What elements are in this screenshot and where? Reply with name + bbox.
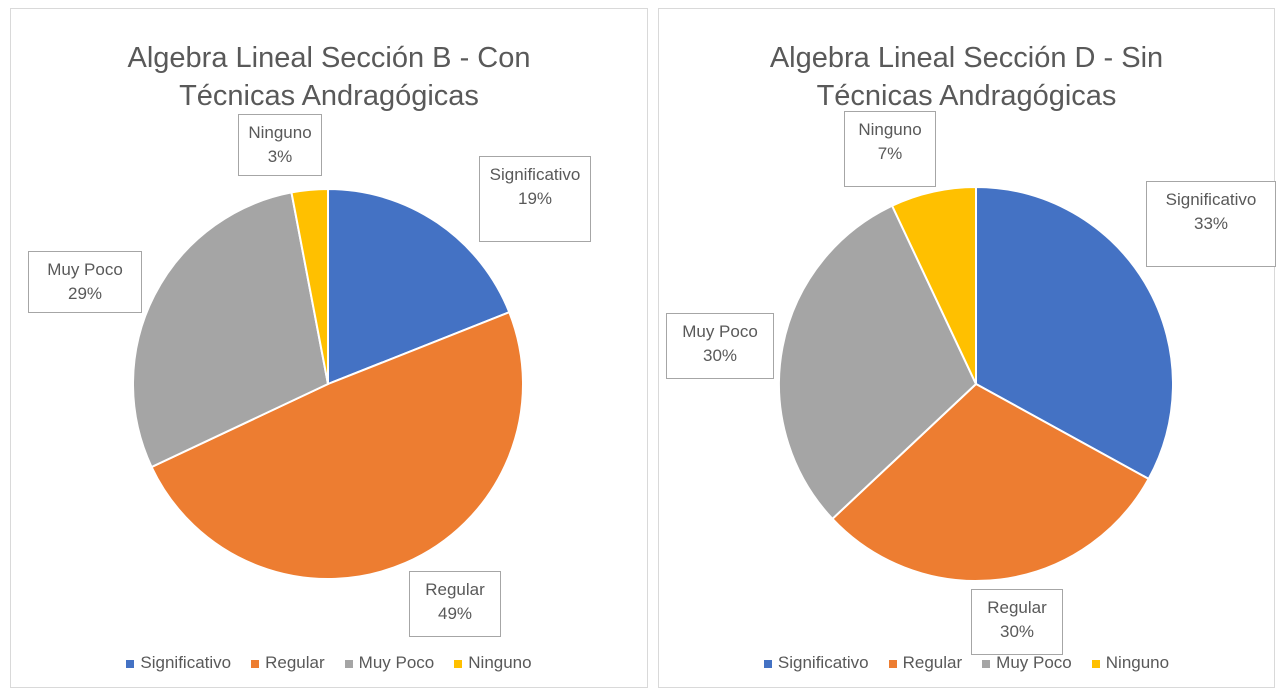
legend-item: Regular <box>888 653 963 673</box>
legend-item: Significativo <box>126 653 231 673</box>
legend-swatch <box>1091 659 1100 668</box>
legend-item: Significativo <box>763 653 869 673</box>
legend-item: Muy Poco <box>982 653 1072 673</box>
legend-swatch <box>763 659 772 668</box>
legend: Significativo Regular Muy Poco Ninguno <box>659 653 1274 673</box>
legend-label: Muy Poco <box>358 653 435 672</box>
pie-slice <box>290 187 329 385</box>
pie-slice <box>975 185 1174 481</box>
data-label-name: Ninguno <box>248 123 312 142</box>
data-label: Ninguno 3% <box>238 114 322 176</box>
legend-item: Muy Poco <box>344 653 435 673</box>
data-label-name: Regular <box>425 580 485 599</box>
data-label-name: Muy Poco <box>47 260 123 279</box>
data-label-value: 33% <box>1193 214 1229 233</box>
data-label: Muy Poco 30% <box>666 313 774 379</box>
chart-title: Algebra Lineal Sección D - Sin Técnicas … <box>769 42 1164 112</box>
data-label-value: 30% <box>702 346 738 365</box>
legend-label: Regular <box>265 653 325 672</box>
pie <box>778 185 1174 582</box>
chart-title: Algebra Lineal Sección B - Con Técnicas … <box>127 42 531 112</box>
legend-swatch <box>888 659 897 668</box>
legend-label: Significativo <box>777 653 869 672</box>
legend-swatch <box>126 659 135 668</box>
pie-slice <box>132 191 330 469</box>
legend-swatch <box>454 659 463 668</box>
legend-swatch <box>982 659 991 668</box>
data-label: Significativo 33% <box>1146 181 1276 267</box>
legend-label: Significativo <box>140 653 232 672</box>
pie <box>132 187 524 580</box>
data-label: Regular 49% <box>409 571 501 637</box>
data-label-name: Ninguno <box>858 120 922 139</box>
data-label-value: 7% <box>877 144 903 163</box>
pie-slice <box>327 187 511 386</box>
data-label: Muy Poco 29% <box>28 251 142 313</box>
data-label-value: 3% <box>267 147 293 166</box>
pie-slice <box>830 382 1150 582</box>
data-label-name: Regular <box>987 598 1047 617</box>
data-label-value: 49% <box>437 604 473 623</box>
chart-panel: Algebra Lineal Sección B - Con Técnicas … <box>10 8 648 688</box>
legend-label: Ninguno <box>468 653 532 672</box>
chart-panel: Algebra Lineal Sección D - Sin Técnicas … <box>658 8 1276 688</box>
data-label: Significativo 19% <box>479 156 591 242</box>
data-label-value: 30% <box>999 622 1035 641</box>
data-label-value: 19% <box>517 189 553 208</box>
data-label-name: Muy Poco <box>682 322 758 341</box>
legend-swatch <box>251 659 260 668</box>
legend-label: Regular <box>902 653 963 672</box>
data-label-value: 29% <box>67 284 103 303</box>
pie-slice <box>778 204 978 521</box>
data-label-name: Significativo <box>1165 190 1257 209</box>
pie-slice <box>150 310 524 580</box>
pie-slice <box>890 185 977 385</box>
data-label: Ninguno 7% <box>844 111 936 187</box>
data-label: Regular 30% <box>971 589 1063 655</box>
legend-label: Muy Poco <box>996 653 1072 672</box>
legend-label: Ninguno <box>1105 653 1170 672</box>
legend-item: Ninguno <box>1091 653 1170 673</box>
data-label-name: Significativo <box>489 165 581 184</box>
legend-swatch <box>344 659 353 668</box>
legend-item: Ninguno <box>454 653 532 673</box>
legend: Significativo Regular Muy Poco Ninguno <box>11 653 647 673</box>
legend-item: Regular <box>251 653 325 673</box>
